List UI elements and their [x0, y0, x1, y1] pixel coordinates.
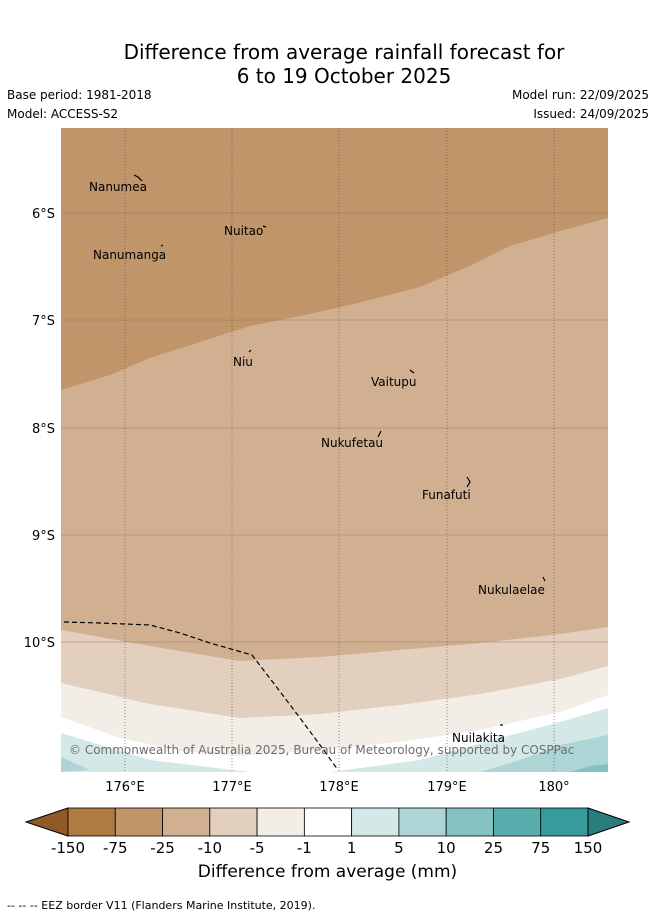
lat-label-6s: 6°S [32, 207, 55, 222]
longitude-gridlines [124, 128, 555, 772]
legend-swatch [445, 807, 494, 837]
legend-tick-labels: -150 -75 -25 -10 -5 -1 1 5 10 25 75 150 [51, 839, 602, 857]
band-10-to-25 [570, 764, 608, 772]
title-line-1: Difference from average rainfall forecas… [123, 40, 565, 64]
legend-tick-label: 1 [347, 839, 357, 857]
legend-tick-label: 150 [574, 839, 603, 857]
legend-tick-label: 10 [437, 839, 456, 857]
latitude-labels: 6°S 7°S 8°S 9°S 10°S [24, 207, 55, 651]
legend-arrow-high [587, 807, 631, 837]
eez-footnote: -- -- -- EEZ border V11 (Flanders Marine… [7, 899, 316, 912]
map-title: Difference from average rainfall forecas… [0, 40, 655, 88]
island-label-funafuti: Funafuti [422, 488, 471, 502]
legend-tick-label: -1 [297, 839, 312, 857]
legend-tick-label: -10 [198, 839, 223, 857]
nukufetau-outline [377, 430, 382, 438]
model-run: Model run: 22/09/2025 [511, 88, 649, 102]
lon-label-178e: 178°E [319, 780, 359, 795]
nanumea-outline [133, 174, 143, 182]
latitude-gridlines [61, 212, 608, 643]
legend-swatch [67, 807, 116, 837]
lat-label-10s: 10°S [24, 636, 55, 651]
lon-label-177e: 177°E [212, 780, 252, 795]
legend-swatch [351, 807, 400, 837]
model-name: Model: ACCESS-S2 [7, 107, 119, 121]
legend-tick-label: 25 [484, 839, 503, 857]
lon-label-176e: 176°E [105, 780, 145, 795]
legend-swatch [114, 807, 163, 837]
issued-date: Issued: 24/09/2025 [533, 107, 649, 121]
longitude-labels: 176°E 177°E 178°E 179°E 180° [105, 780, 569, 795]
legend-swatch [303, 807, 353, 837]
island-label-niu: Niu [233, 355, 253, 369]
band-minus-25-to-10 [61, 218, 608, 772]
legend-swatch [493, 807, 542, 837]
legend-swatch [162, 807, 211, 837]
lat-label-8s: 8°S [32, 422, 55, 437]
legend-swatch [398, 807, 447, 837]
band-5-to-10-west [61, 757, 90, 772]
island-label-vaitupu: Vaitupu [371, 375, 417, 389]
legend-colorbar [24, 807, 631, 837]
island-label-nuitao: Nuitao [224, 224, 263, 238]
legend-tick-label: -75 [103, 839, 128, 857]
island-label-nuilakita: Nuilakita [452, 731, 505, 745]
legend-swatch [209, 807, 258, 837]
nanumanga-outline [160, 244, 164, 247]
legend-arrow-low [24, 807, 69, 837]
legend-tick-label: 75 [531, 839, 550, 857]
lat-label-9s: 9°S [32, 529, 55, 544]
nukulaelae-outline [542, 576, 546, 582]
island-label-nanumea: Nanumea [89, 180, 147, 194]
legend-tick-label: -25 [150, 839, 175, 857]
vaitupu-outline [409, 369, 415, 374]
legend-tick-label: -150 [51, 839, 85, 857]
nuitao-outline [262, 225, 267, 228]
island-label-nanumanga: Nanumanga [93, 248, 166, 262]
band-5-to-10-east [480, 735, 608, 772]
legend-tick-label: -5 [250, 839, 265, 857]
title-line-2: 6 to 19 October 2025 [236, 64, 452, 88]
lon-label-179e: 179°E [427, 780, 467, 795]
lat-label-7s: 7°S [32, 314, 55, 329]
band-1-to-5 [61, 708, 608, 772]
legend-swatch [540, 807, 589, 837]
island-label-nukulaelae: Nukulaelae [478, 583, 545, 597]
funafuti-outline [466, 476, 471, 488]
island-outlines [133, 174, 546, 726]
rainfall-anomaly-field: Nanumea Nuitao Nanumanga Niu Vaitupu Nuk… [61, 128, 608, 772]
legend-swatch [256, 807, 305, 837]
base-period: Base period: 1981-2018 [7, 88, 152, 102]
legend-title: Difference from average (mm) [197, 862, 458, 882]
copyright-notice: © Commonwealth of Australia 2025, Bureau… [69, 743, 574, 757]
eez-border [63, 621, 339, 771]
niu-outline [248, 349, 252, 353]
island-label-nukufetau: Nukufetau [321, 436, 383, 450]
legend-tick-label: 5 [394, 839, 404, 857]
lon-label-180: 180° [538, 780, 569, 795]
